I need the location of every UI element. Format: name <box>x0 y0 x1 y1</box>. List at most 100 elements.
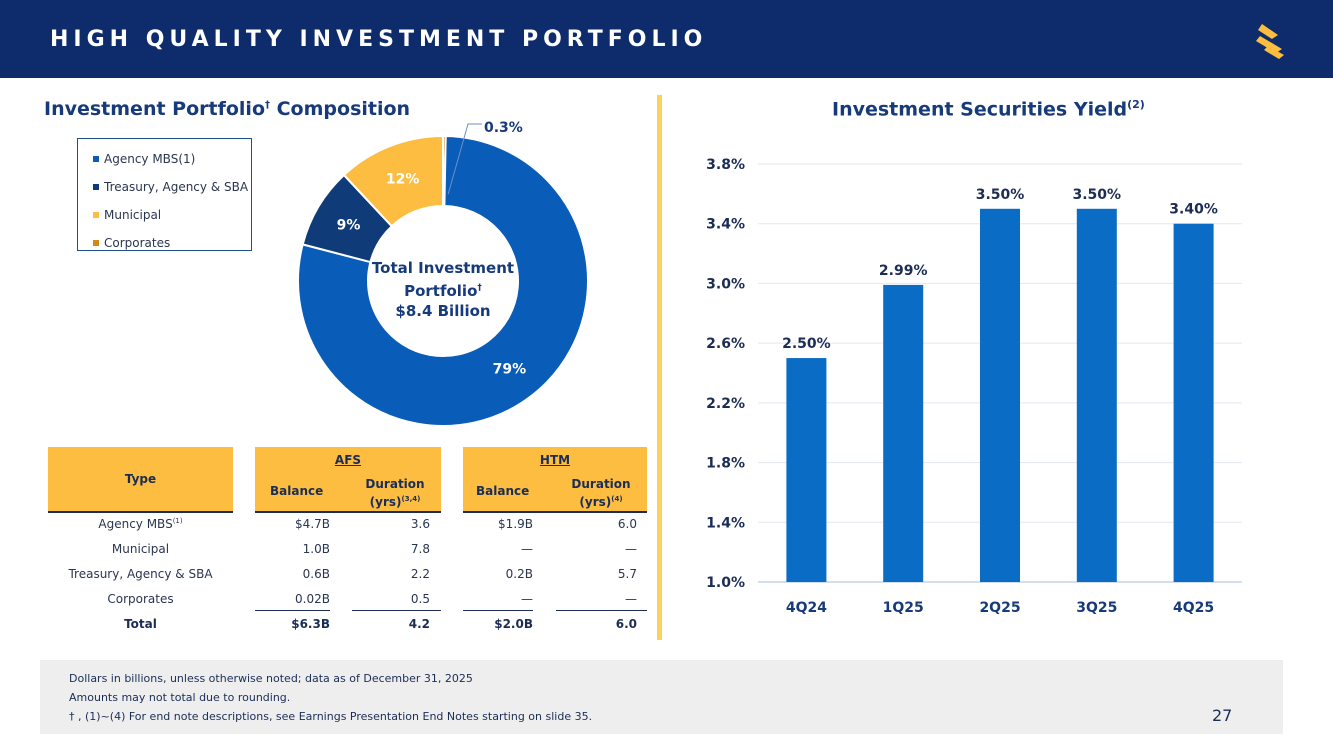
total-cell: $6.3B <box>291 617 330 631</box>
bar-value-label: 2.50% <box>782 336 831 352</box>
donut-leader-line <box>447 123 482 195</box>
subtotal-rule <box>255 610 330 611</box>
table-cell: — <box>625 592 637 606</box>
legend-item-treasury: Treasury, Agency & SBA <box>93 173 251 201</box>
table-row-type: Municipal <box>111 542 170 556</box>
bar-4q25 <box>1173 223 1214 582</box>
y-tick-label: 2.2% <box>706 396 745 412</box>
legend-swatch <box>93 156 99 162</box>
htm-duration-header: Duration (yrs)(4) <box>571 477 631 509</box>
bar-3q25 <box>1076 208 1117 582</box>
legend-swatch <box>93 184 99 190</box>
yield-chart-title: Investment Securities Yield(2) <box>832 98 1145 121</box>
donut-value-label: 79% <box>493 362 527 378</box>
htm-header-cell: HTM Balance Duration (yrs)(4) <box>463 447 647 511</box>
table-cell: $1.9B <box>498 517 533 531</box>
afs-header: AFS <box>334 453 362 467</box>
total-row-type: Total <box>124 617 157 631</box>
donut-value-label: 12% <box>386 172 420 188</box>
bar-value-label: 3.50% <box>1073 187 1122 203</box>
x-tick-label: 3Q25 <box>1076 600 1117 616</box>
legend-swatch <box>93 240 99 246</box>
table-cell: — <box>521 592 533 606</box>
donut-slice-1 <box>297 135 589 427</box>
type-header: Type <box>124 472 157 486</box>
table-cell: 0.5 <box>410 592 430 606</box>
legend-label: Agency MBS(1) <box>104 152 196 166</box>
total-cell: 6.0 <box>615 617 637 631</box>
table-cell: 2.2 <box>410 567 430 581</box>
y-tick-label: 3.4% <box>706 217 745 233</box>
header-bar: HIGH QUALITY INVESTMENT PORTFOLIO <box>0 0 1333 78</box>
table-cell: — <box>521 542 533 556</box>
total-cell: 4.2 <box>408 617 430 631</box>
donut-legend: Agency MBS(1) Treasury, Agency & SBA Mun… <box>77 138 252 251</box>
footnote-line: † , (1)~(4) For end note descriptions, s… <box>69 710 593 723</box>
type-header-cell: Type <box>48 447 233 511</box>
x-tick-label: 4Q24 <box>786 600 827 616</box>
company-logo-icon <box>1256 24 1284 59</box>
table-cell: 6.0 <box>617 517 637 531</box>
header-rule <box>463 511 647 513</box>
y-tick-label: 1.8% <box>706 456 745 472</box>
x-tick-label: 4Q25 <box>1173 600 1214 616</box>
y-tick-label: 3.8% <box>706 157 745 173</box>
page-number: 27 <box>1212 706 1233 725</box>
legend-label: Corporates <box>104 236 171 250</box>
portfolio-donut-chart: 79% 9% 12% 0.3% <box>297 120 589 427</box>
afs-duration-header: Duration (yrs)(3,4) <box>365 477 425 509</box>
center-line-2: Portfolio† <box>404 282 482 300</box>
legend-label: Treasury, Agency & SBA <box>104 180 249 194</box>
portfolio-composition-title: Investment Portfolio† Composition <box>44 98 411 120</box>
legend-item-municipal: Municipal <box>93 201 251 229</box>
bar-1q25 <box>883 284 924 582</box>
table-cell: 0.02B <box>295 592 330 606</box>
table-cell: $4.7B <box>295 517 330 531</box>
center-line-3: $8.4 Billion <box>395 302 491 320</box>
legend-label: Municipal <box>104 208 162 222</box>
center-line-1: Total Investment <box>371 259 515 277</box>
y-tick-label: 1.4% <box>706 515 745 531</box>
y-tick-label: 1.0% <box>706 575 745 591</box>
subtotal-rule <box>352 610 441 611</box>
table-cell: 7.8 <box>410 542 430 556</box>
table-cell: 5.7 <box>617 567 637 581</box>
total-cell: $2.0B <box>494 617 533 631</box>
bar-value-label: 3.50% <box>976 187 1025 203</box>
bar-value-label: 3.40% <box>1169 202 1218 218</box>
yield-bar-chart: 1.0% 1.4% 1.8% 2.2% 2.6% 3.0% 3.4% 3.8% 2.50% 4Q2… <box>706 157 1242 616</box>
subtotal-rule <box>556 610 647 611</box>
subtotal-rule <box>463 610 533 611</box>
htm-header: HTM <box>539 453 571 467</box>
donut-center-label: Total Investment Portfolio† $8.4 Billion <box>368 258 518 321</box>
donut-value-label: 0.3% <box>484 120 523 136</box>
x-tick-label: 2Q25 <box>979 600 1020 616</box>
table-cell: 0.6B <box>302 567 330 581</box>
y-tick-label: 3.0% <box>706 276 745 292</box>
y-tick-label: 2.6% <box>706 336 745 352</box>
footnote-line: Amounts may not total due to rounding. <box>69 691 291 704</box>
header-rule <box>255 511 441 513</box>
table-row-type: Agency MBS(1) <box>98 517 183 531</box>
header-rule <box>48 511 233 513</box>
afs-balance-header: Balance <box>270 484 324 498</box>
footnote-line: Dollars in billions, unless otherwise no… <box>69 672 473 685</box>
legend-item-corporates: Corporates <box>93 229 251 257</box>
bar-4q24 <box>786 358 827 582</box>
table-row-type: Corporates <box>107 592 174 606</box>
bar-value-label: 2.99% <box>879 263 928 279</box>
table-cell: 0.2B <box>505 567 533 581</box>
table-cell: — <box>625 542 637 556</box>
table-cell: 3.6 <box>410 517 430 531</box>
donut-slice-3 <box>342 134 444 228</box>
footnotes: Dollars in billions, unless otherwise no… <box>40 660 1283 734</box>
section-divider <box>657 95 662 640</box>
legend-swatch <box>93 212 99 218</box>
table-row-type: Treasury, Agency & SBA <box>68 567 213 581</box>
bar-2q25 <box>980 208 1020 582</box>
htm-balance-header: Balance <box>476 484 530 498</box>
legend-item-agency: Agency MBS(1) <box>93 145 251 173</box>
table-cell: 1.0B <box>302 542 330 556</box>
x-tick-label: 1Q25 <box>883 600 924 616</box>
donut-value-label: 9% <box>337 218 361 234</box>
